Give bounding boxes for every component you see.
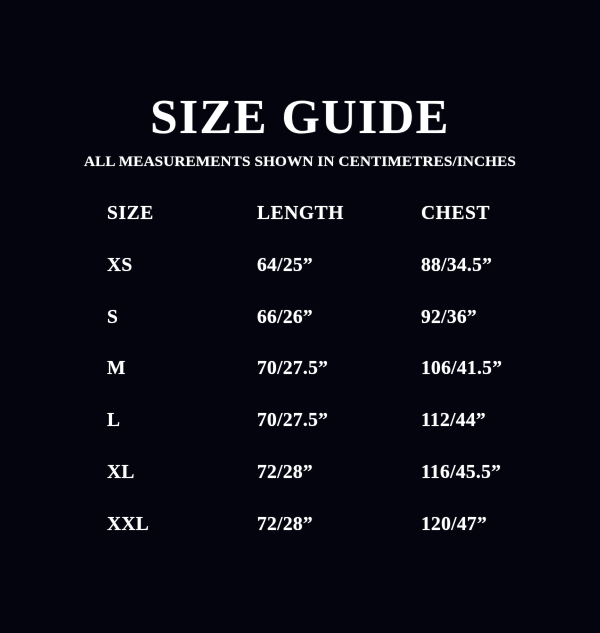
header-block: SIZE GUIDE ALL MEASUREMENTS SHOWN IN CEN… [0,92,600,169]
cell-length: 66/26” [257,306,313,328]
table-row: L 70/27.5” 112/44” [0,410,600,462]
column-header-chest: CHEST [421,203,491,224]
cell-size: XXL [107,513,150,535]
table-header-row: SIZE LENGTH CHEST [0,203,600,255]
cell-chest: 106/41.5” [421,358,503,380]
page-title: SIZE GUIDE [150,89,450,144]
table-row: XS 64/25” 88/34.5” [0,255,600,307]
cell-length: 70/27.5” [257,410,329,432]
table-row: XL 72/28” 116/45.5” [0,462,600,514]
cell-length: 72/28” [257,461,313,483]
table-row: XXL 72/28” 120/47” [0,514,600,566]
cell-chest: 112/44” [421,410,486,432]
cell-size: L [107,410,121,432]
cell-chest: 92/36” [421,306,477,328]
cell-chest: 116/45.5” [421,461,502,483]
cell-size: S [107,306,119,328]
cell-size: XL [107,461,135,483]
column-header-size: SIZE [107,203,154,224]
cell-length: 72/28” [257,513,313,535]
column-header-length: LENGTH [257,203,345,224]
cell-length: 70/27.5” [257,358,329,380]
page-subtitle: ALL MEASUREMENTS SHOWN IN CENTIMETRES/IN… [84,153,516,170]
cell-size: M [107,358,126,380]
cell-chest: 88/34.5” [421,254,493,276]
table-row: S 66/26” 92/36” [0,307,600,359]
cell-size: XS [107,254,133,276]
cell-length: 64/25” [257,254,313,276]
size-table: SIZE LENGTH CHEST XS 64/25” 88/34.5” S 6… [0,203,600,566]
cell-chest: 120/47” [421,513,488,535]
table-row: M 70/27.5” 106/41.5” [0,358,600,410]
